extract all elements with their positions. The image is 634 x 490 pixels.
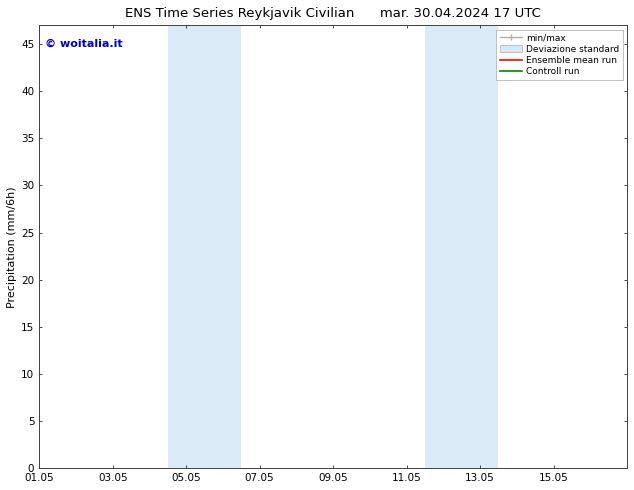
Text: © woitalia.it: © woitalia.it [45, 39, 123, 49]
Y-axis label: Precipitation (mm/6h): Precipitation (mm/6h) [7, 186, 17, 308]
Bar [168, 25, 242, 468]
Title: ENS Time Series Reykjavik Civilian      mar. 30.04.2024 17 UTC: ENS Time Series Reykjavik Civilian mar. … [125, 7, 541, 20]
Legend: min/max, Deviazione standard, Ensemble mean run, Controll run: min/max, Deviazione standard, Ensemble m… [496, 30, 623, 80]
Bar [425, 25, 498, 468]
